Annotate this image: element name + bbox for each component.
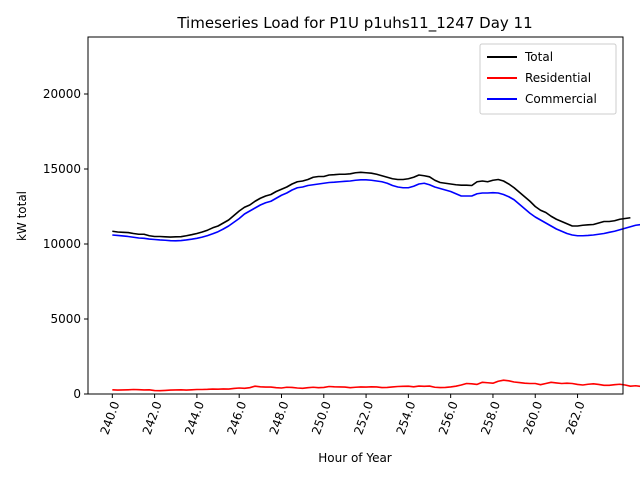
- x-axis-label: Hour of Year: [318, 451, 392, 465]
- x-tick-label: 250.0: [309, 399, 334, 436]
- series-line-commercial: [112, 179, 640, 242]
- x-tick-label: 244.0: [182, 399, 207, 436]
- legend: Total Residential Commercial: [479, 43, 617, 115]
- x-tick-label: 258.0: [478, 399, 503, 436]
- legend-label-residential: Residential: [525, 71, 591, 85]
- y-axis-label: kW total: [15, 191, 29, 241]
- series-line-residential: [112, 379, 640, 392]
- series-line-total: [112, 171, 631, 238]
- plot-frame: [87, 36, 624, 395]
- y-tick-label: 20000: [43, 87, 81, 101]
- x-axis: 240.0 242.0 244.0 246.0 248.0 250.0 252.0 254.0…: [98, 394, 588, 437]
- x-tick-label: 242.0: [140, 399, 165, 436]
- y-tick-label: 5000: [50, 312, 81, 326]
- y-tick-label: 10000: [43, 237, 81, 251]
- chart-title: Timeseries Load for P1U p1uhs11_1247 Day…: [176, 14, 532, 33]
- y-axis: 0 5000 10000 15000 20000: [43, 87, 88, 401]
- legend-label-total: Total: [524, 50, 553, 64]
- legend-box: [479, 43, 617, 115]
- legend-label-commercial: Commercial: [525, 92, 597, 106]
- x-tick-label: 252.0: [351, 399, 376, 436]
- x-tick-label: 240.0: [98, 399, 123, 436]
- x-tick-label: 256.0: [436, 399, 461, 436]
- x-tick-label: 248.0: [267, 399, 292, 436]
- y-tick-label: 0: [73, 387, 81, 401]
- x-tick-label: 254.0: [394, 399, 419, 436]
- plot-lines: [112, 171, 640, 392]
- x-tick-label: 246.0: [224, 399, 249, 436]
- x-tick-label: 260.0: [520, 399, 545, 436]
- x-tick-label: 262.0: [563, 399, 588, 436]
- y-tick-label: 15000: [43, 162, 81, 176]
